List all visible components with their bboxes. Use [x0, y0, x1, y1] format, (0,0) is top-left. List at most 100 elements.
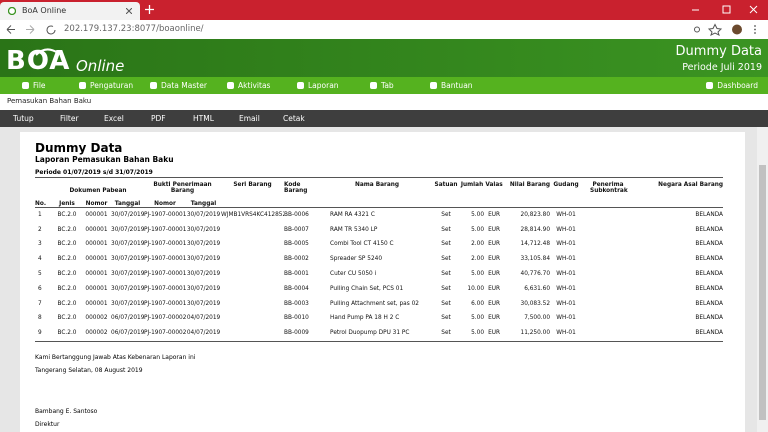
table-cell: PJ-1907-00002 — [144, 315, 187, 322]
table-row: 2 BC.2.0 000001 30/07/2019 PJ-1907-00001 30/0… — [35, 222, 723, 237]
table-cell: 2.00 — [471, 256, 485, 263]
table-cell: WH-01 — [556, 226, 576, 233]
breadcrumb: Pemasukan Bahan Baku — [7, 97, 92, 105]
nav-buttons[interactable] — [6, 24, 58, 35]
place-date: Tangerang Selatan, 08 August 2019 — [35, 367, 143, 374]
menu-item[interactable]: Data Master — [150, 77, 207, 94]
table-cell: 7,500.00 — [524, 315, 551, 322]
toolbar-button[interactable]: Tutup — [13, 114, 34, 123]
logo: BOA — [6, 46, 71, 76]
table-cell: BELANDA — [695, 330, 724, 337]
menu-item[interactable]: Aktivitas — [227, 77, 270, 94]
scroll-thumb[interactable] — [759, 165, 766, 420]
table-row: 3 BC.2.0 000001 30/07/2019 PJ-1907-00001 30/0… — [35, 237, 723, 252]
tab-bar: BoA Online — [0, 0, 768, 20]
report-period: Periode 01/07/2019 s/d 31/07/2019 — [35, 169, 153, 176]
menu-item[interactable]: Laporan — [297, 77, 339, 94]
toolbar-button[interactable]: Email — [239, 114, 260, 123]
tab-close[interactable] — [126, 8, 132, 14]
menu-item[interactable]: Tab — [370, 77, 394, 94]
menu-icon — [227, 82, 234, 89]
toolbar-button[interactable]: Cetak — [283, 114, 305, 123]
table-cell: 04/07/2019 — [186, 330, 221, 337]
menu-label: Laporan — [308, 81, 339, 90]
table-cell: 4 — [38, 256, 42, 263]
col-header: Satuan — [434, 182, 458, 188]
company-name: Dummy Data — [675, 44, 762, 59]
col-header: Tanggal — [114, 200, 141, 207]
table-cell: WH-01 — [556, 315, 576, 322]
menu-item[interactable]: Pengaturan — [79, 77, 133, 94]
table-cell: PJ-1907-00001 — [144, 211, 187, 218]
table-cell: 000001 — [85, 285, 108, 292]
table-cell: 28,814.90 — [520, 226, 551, 233]
col-header: Valas — [485, 182, 503, 188]
table-cell: PJ-1907-00001 — [144, 226, 187, 233]
table-cell: Set — [441, 211, 451, 218]
table-cell: Hand Pump PA 18 H 2 C — [330, 315, 400, 322]
table-cell: 30/07/2019 — [111, 241, 145, 248]
table-cell: Set — [441, 285, 451, 292]
table-cell: 5.00 — [471, 315, 485, 322]
toolbar-button[interactable]: Excel — [104, 114, 124, 123]
report-table: No. Dokumen Pabean Bukti Penerimaan Bara… — [35, 182, 724, 342]
table-cell: BELANDA — [695, 315, 724, 322]
table-cell — [221, 281, 284, 296]
app-header: BOA Online Dummy Data Periode Juli 2019 — [0, 39, 768, 77]
table-cell: 000001 — [85, 226, 108, 233]
table-cell: 000001 — [85, 271, 108, 278]
menu-item[interactable]: Bantuan — [430, 77, 473, 94]
table-cell: 000001 — [85, 241, 108, 248]
table-cell: 000002 — [85, 330, 108, 337]
table-cell: PJ-1907-00001 — [144, 241, 187, 248]
table-cell: 10.00 — [467, 285, 485, 292]
menu-item[interactable]: Dashboard — [706, 77, 758, 94]
table-cell: 6,631.60 — [524, 285, 551, 292]
col-header: Jumlah — [460, 182, 484, 188]
table-cell: Set — [441, 315, 451, 322]
table-cell — [582, 267, 634, 282]
favicon — [8, 7, 16, 15]
url[interactable]: 202.179.137.23:8077/boaonline/ — [64, 24, 204, 34]
table-cell: WH-01 — [556, 256, 576, 263]
new-tab[interactable] — [145, 5, 154, 14]
table-cell — [582, 311, 634, 326]
address-bar: 202.179.137.23:8077/boaonline/ — [0, 20, 768, 40]
table-cell — [582, 237, 634, 252]
col-header: Nomor — [85, 200, 108, 207]
table-cell: 14,712.48 — [520, 241, 551, 248]
menu-icon — [430, 82, 437, 89]
col-header: Nilai Barang — [509, 182, 551, 188]
table-cell: 6.00 — [471, 300, 485, 307]
table-cell: EUR — [488, 256, 500, 263]
table-cell: 30/07/2019 — [186, 211, 221, 218]
table-cell: RAM RA 4321 C — [330, 211, 375, 218]
col-header: Jenis — [59, 200, 75, 207]
toolbar-button[interactable]: PDF — [151, 114, 166, 123]
table-cell: EUR — [488, 226, 500, 233]
window-controls[interactable] — [690, 4, 760, 16]
menu-item[interactable]: File — [22, 77, 46, 94]
toolbar-button[interactable]: Filter — [60, 114, 79, 123]
browser-tab[interactable]: BoA Online — [0, 2, 140, 20]
table-cell: 30/07/2019 — [111, 285, 145, 292]
table-cell: WH-01 — [556, 271, 576, 278]
table-cell: 30/07/2019 — [186, 241, 221, 248]
table-cell: 30,083.52 — [520, 300, 551, 307]
table-cell: 2 — [38, 226, 42, 233]
table-cell: BELANDA — [695, 256, 724, 263]
col-header: Tanggal — [190, 200, 217, 207]
table-cell: BC.2.0 — [57, 226, 77, 233]
menu-icon — [297, 82, 304, 89]
table-cell: 20,823.80 — [520, 211, 551, 218]
toolbar-button[interactable]: HTML — [193, 114, 214, 123]
table-cell: 40,776.70 — [520, 271, 551, 278]
table-cell: BB-0002 — [284, 256, 309, 263]
table-row: 8 BC.2.0 000002 06/07/2019 PJ-1907-00002 04/0… — [35, 311, 723, 326]
browser-icons[interactable] — [692, 23, 762, 36]
table-cell: WH-01 — [556, 330, 576, 337]
table-cell: BC.2.0 — [57, 241, 77, 248]
table-cell: EUR — [488, 300, 500, 307]
table-cell: Set — [441, 300, 451, 307]
